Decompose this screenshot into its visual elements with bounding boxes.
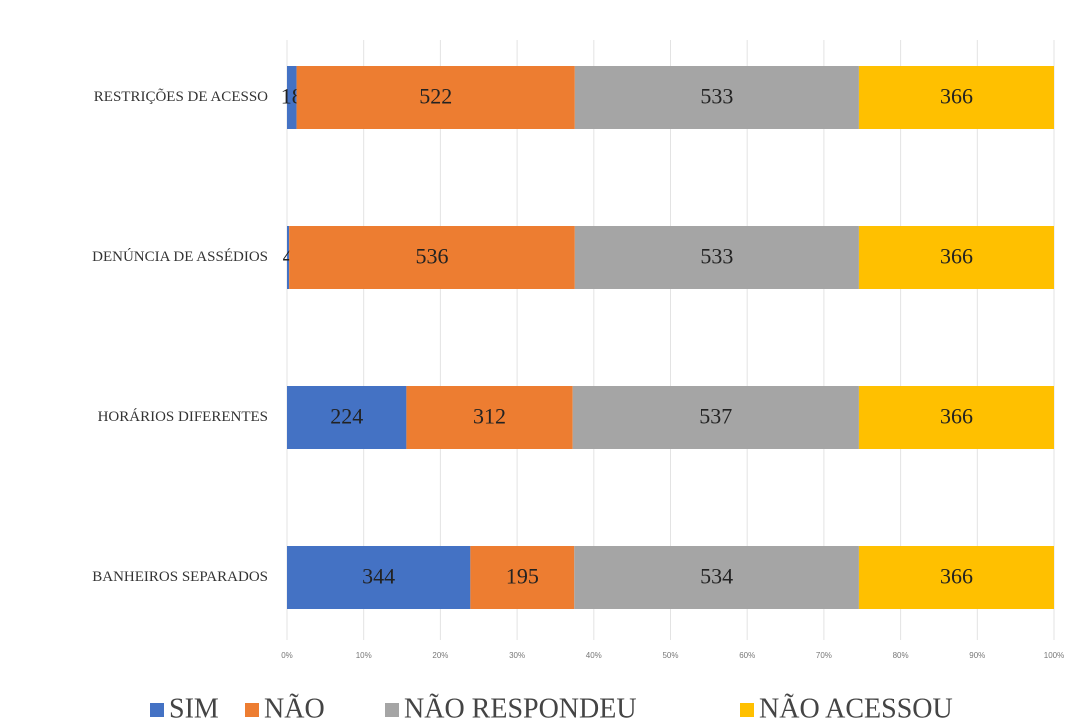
value-label: 366: [940, 564, 973, 589]
x-tick-label: 90%: [969, 651, 985, 660]
value-label: 195: [506, 564, 539, 589]
legend-label: SIM: [169, 693, 219, 724]
x-tick-label: 30%: [509, 651, 525, 660]
legend-label: NÃO ACESSOU: [759, 693, 953, 724]
value-label: 366: [940, 84, 973, 109]
value-label: 224: [330, 404, 363, 429]
legend-label: NÃO RESPONDEU: [404, 693, 637, 724]
x-tick-label: 20%: [432, 651, 448, 660]
x-tick-label: 70%: [816, 651, 832, 660]
value-label: 366: [940, 244, 973, 269]
bar-segment: [287, 66, 297, 129]
bar-segment: [574, 226, 859, 289]
category-label: DENÚNCIA DE ASSÉDIOS: [92, 248, 268, 265]
bar-segment: [574, 66, 859, 129]
legend-swatch: [385, 703, 399, 717]
x-tick-label: 10%: [356, 651, 372, 660]
bar-segment: [572, 386, 859, 449]
legend-swatch: [150, 703, 164, 717]
bar-segment: [470, 546, 575, 609]
category-label: BANHEIROS SEPARADOS: [92, 569, 268, 585]
category-label: RESTRIÇÕES DE ACESSO: [94, 88, 268, 105]
bar-segment: [406, 386, 573, 449]
x-tick-label: 40%: [586, 651, 602, 660]
bar-segment: [287, 386, 407, 449]
bar-segment: [289, 226, 575, 289]
legend-label: NÃO: [264, 693, 325, 724]
bar-segment: [858, 386, 1054, 449]
value-label: 533: [700, 84, 733, 109]
x-tick-label: 0%: [281, 651, 293, 660]
value-label: 4: [283, 244, 294, 269]
value-label: 537: [699, 404, 732, 429]
bar-segment: [287, 226, 290, 289]
x-tick-label: 80%: [893, 651, 909, 660]
value-label: 344: [362, 564, 395, 589]
category-label: HORÁRIOS DIFERENTES: [98, 408, 268, 425]
x-tick-label: 50%: [662, 651, 678, 660]
bar-segment: [296, 66, 575, 129]
bar-segment: [858, 226, 1054, 289]
legend-swatch: [740, 703, 754, 717]
x-tick-label: 60%: [739, 651, 755, 660]
bar-segment: [574, 546, 859, 609]
value-label: 366: [940, 404, 973, 429]
value-label: 522: [419, 84, 452, 109]
value-label: 534: [700, 564, 733, 589]
value-label: 533: [700, 244, 733, 269]
bar-segment: [858, 66, 1054, 129]
legend-swatch: [245, 703, 259, 717]
value-label: 536: [415, 244, 448, 269]
bar-segment: [287, 546, 471, 609]
bar-segment: [858, 546, 1054, 609]
value-label: 312: [473, 404, 506, 429]
x-tick-label: 100%: [1044, 651, 1064, 660]
